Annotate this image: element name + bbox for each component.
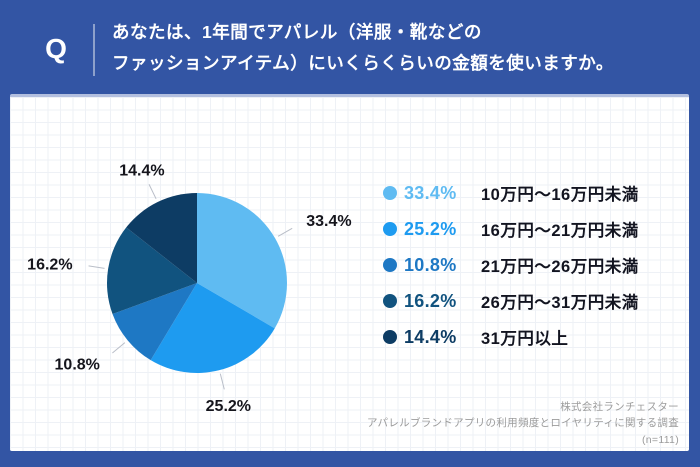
label-leader-line: [148, 184, 157, 200]
legend-item: 25.2% 16万円～21万円未満: [383, 211, 639, 247]
pie-slice-label: 10.8%: [55, 356, 100, 373]
legend-label: 16万円～21万円未満: [481, 222, 639, 240]
legend-percent: 25.2%: [404, 218, 457, 239]
pie-chart: 33.4% 25.2% 10.8% 16.2% 14.4%: [27, 163, 351, 415]
legend-label: 21万円～26万円未満: [481, 258, 639, 276]
legend-dot-icon: [383, 294, 397, 308]
legend-percent: 14.4%: [404, 326, 457, 347]
label-leader-line: [277, 227, 293, 237]
pie-slice-label: 16.2%: [27, 256, 72, 273]
chart-card: 33.4% 25.2% 10.8% 16.2% 14.4% 33.4% 10万円～16万…: [10, 94, 689, 451]
question-line-2: ファッションアイテム）にいくらくらいの金額を使いますか。: [112, 53, 614, 73]
chart-legend: 33.4% 10万円～16万円未満 25.2% 16万円～21万円未満 10.8…: [383, 175, 639, 355]
pie-slice: [112, 283, 197, 361]
label-leader-line: [219, 373, 225, 390]
legend-dot-icon: [383, 330, 397, 344]
pie-slice-label: 25.2%: [206, 398, 251, 415]
legend-item: 16.2% 26万円～31万円未満: [383, 283, 639, 319]
legend-percent: 10.8%: [404, 254, 457, 275]
legend-percent: 33.4%: [404, 182, 457, 203]
q-badge: Q: [45, 32, 67, 64]
header-divider: [93, 24, 95, 76]
label-leader-line: [112, 342, 126, 354]
pie-slice: [197, 193, 288, 329]
legend-item: 10.8% 21万円～26万円未満: [383, 247, 639, 283]
legend-dot-icon: [383, 258, 397, 272]
pie-slice: [126, 193, 197, 283]
legend-item: 14.4% 31万円以上: [383, 319, 639, 355]
question-line-1: あなたは、1年間でアパレル（洋服・靴などの: [112, 22, 482, 42]
legend-label: 10万円～16万円未満: [481, 186, 639, 204]
sample-size: (n=111): [641, 433, 679, 446]
pie-slice: [107, 227, 197, 315]
pie-slice-label: 33.4%: [306, 213, 351, 230]
legend-dot-icon: [383, 222, 397, 236]
legend-label: 31万円以上: [481, 330, 569, 348]
legend-item: 33.4% 10万円～16万円未満: [383, 175, 639, 211]
pie-slice-label: 14.4%: [119, 163, 164, 180]
label-leader-line: [88, 265, 105, 269]
legend-percent: 16.2%: [404, 290, 457, 311]
source-survey-title: アパレルブランドアプリの利用頻度とロイヤリティに関する調査: [366, 417, 679, 429]
source-attribution: 株式会社ランチェスター アパレルブランドアプリの利用頻度とロイヤリティに関する調…: [367, 399, 679, 449]
pie-slice: [150, 283, 275, 374]
source-company: 株式会社ランチェスター: [560, 400, 679, 413]
question-text: あなたは、1年間でアパレル（洋服・靴などの ファッションアイテム）にいくらくらい…: [112, 17, 614, 79]
question-header: Q あなたは、1年間でアパレル（洋服・靴などの ファッションアイテム）にいくらく…: [0, 0, 700, 97]
legend-label: 26万円～31万円未満: [481, 294, 639, 312]
legend-dot-icon: [383, 186, 397, 200]
